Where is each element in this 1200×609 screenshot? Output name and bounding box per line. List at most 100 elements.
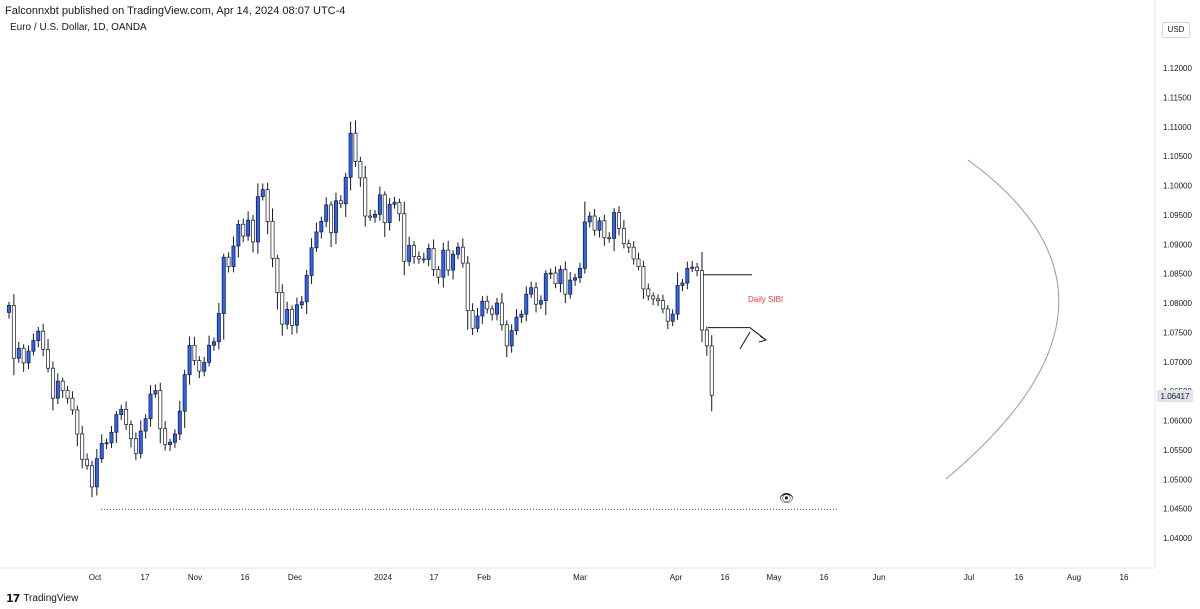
candle-body xyxy=(119,408,124,415)
last-price-badge xyxy=(1157,390,1193,403)
candle-body xyxy=(700,270,704,331)
candle-body xyxy=(163,428,168,445)
candle-body xyxy=(329,204,334,233)
candle-body xyxy=(216,313,221,343)
x-tick-label: Nov xyxy=(188,573,202,582)
candle-body xyxy=(597,220,602,231)
projection-arc xyxy=(945,159,1060,480)
x-tick-label: 2024 xyxy=(374,573,392,582)
candle-body xyxy=(548,272,553,275)
candle-body xyxy=(221,256,226,314)
candle-body xyxy=(490,308,495,315)
candle-body xyxy=(695,266,700,272)
candle-body xyxy=(319,220,324,233)
candle-body xyxy=(246,219,251,237)
eye-icon[interactable]: 👁 xyxy=(779,491,795,505)
tradingview-logo-text: TradingView xyxy=(23,593,79,604)
candle-body xyxy=(465,262,470,311)
candle-body xyxy=(90,465,94,488)
candle-body xyxy=(143,418,148,432)
candle-body xyxy=(16,347,21,359)
candle-body xyxy=(148,393,153,420)
candle-body xyxy=(670,313,675,322)
candle-body xyxy=(226,256,231,267)
candle-body xyxy=(99,443,104,460)
candle-body xyxy=(36,330,41,341)
y-tick-label: 1.11000 xyxy=(1163,123,1192,132)
candle-body xyxy=(656,298,660,302)
candle-body xyxy=(158,390,163,430)
candle-body xyxy=(368,215,373,218)
candle-body xyxy=(475,315,480,329)
x-tick-label: 16 xyxy=(820,573,829,582)
candle-body xyxy=(153,390,158,395)
candle-body xyxy=(334,200,338,233)
y-tick-label: 1.12000 xyxy=(1163,64,1192,73)
candle-body xyxy=(573,277,578,281)
candle-body xyxy=(377,194,382,215)
candle-body xyxy=(651,295,656,300)
candle-body xyxy=(55,380,60,399)
candle-body xyxy=(602,220,607,239)
candle-body xyxy=(324,204,329,222)
candle-body xyxy=(709,345,714,396)
candle-body xyxy=(109,431,114,444)
x-tick-label: Jul xyxy=(964,573,974,582)
candle-body xyxy=(578,267,582,279)
candle-body xyxy=(675,285,680,315)
candle-body xyxy=(387,203,392,223)
level-line-mid xyxy=(708,327,767,341)
candle-body xyxy=(7,305,11,313)
x-tick-label: 16 xyxy=(721,573,730,582)
currency-button[interactable]: USD xyxy=(1162,22,1190,38)
candle-body xyxy=(309,247,314,276)
last-price-label: 1.06417 xyxy=(1161,392,1190,401)
candle-body xyxy=(514,316,519,331)
x-tick-label: Apr xyxy=(670,573,683,582)
candle-body xyxy=(343,176,348,205)
candle-body xyxy=(626,243,631,248)
tradingview-logo[interactable]: 17 TradingView xyxy=(6,592,78,605)
y-tick-label: 1.04500 xyxy=(1163,505,1192,514)
candle-body xyxy=(426,248,431,260)
candle-body xyxy=(212,341,216,346)
candle-body xyxy=(660,300,665,310)
candle-body xyxy=(46,349,50,369)
candle-body xyxy=(451,253,456,271)
candle-body xyxy=(485,300,490,310)
candle-body xyxy=(172,433,177,443)
symbol-title[interactable]: Euro / U.S. Dollar, 1D, OANDA xyxy=(10,22,147,33)
candle-body xyxy=(612,212,617,239)
y-tick-label: 1.07000 xyxy=(1163,358,1192,367)
candle-body xyxy=(538,300,543,305)
candle-body xyxy=(314,231,319,249)
x-tick-label: Oct xyxy=(89,573,102,582)
candle-body xyxy=(275,258,280,293)
candle-body xyxy=(80,433,85,460)
y-tick-label: 1.11500 xyxy=(1163,93,1192,102)
candle-body xyxy=(255,196,260,243)
candle-body xyxy=(456,246,460,255)
y-tick-label: 1.10500 xyxy=(1163,152,1192,161)
candle-body xyxy=(480,300,485,317)
candle-body xyxy=(236,223,241,247)
candle-body xyxy=(499,302,504,326)
candle-body xyxy=(133,438,138,454)
candle-body xyxy=(260,189,265,198)
y-tick-label: 1.08000 xyxy=(1163,299,1192,308)
candle-body xyxy=(704,329,709,347)
candle-body xyxy=(182,374,187,412)
candle-body xyxy=(280,292,285,325)
x-tick-label: Jun xyxy=(873,573,886,582)
candle-body xyxy=(114,414,119,433)
x-tick-label: 16 xyxy=(1120,573,1129,582)
candle-body xyxy=(397,202,402,215)
candle-body xyxy=(617,212,621,229)
daily-sibi-label: Daily SIBI xyxy=(748,295,783,304)
candle-body xyxy=(94,458,99,488)
candle-body xyxy=(519,313,524,318)
candle-body xyxy=(382,194,387,223)
x-tick-label: 17 xyxy=(430,573,439,582)
candle-body xyxy=(50,367,55,399)
